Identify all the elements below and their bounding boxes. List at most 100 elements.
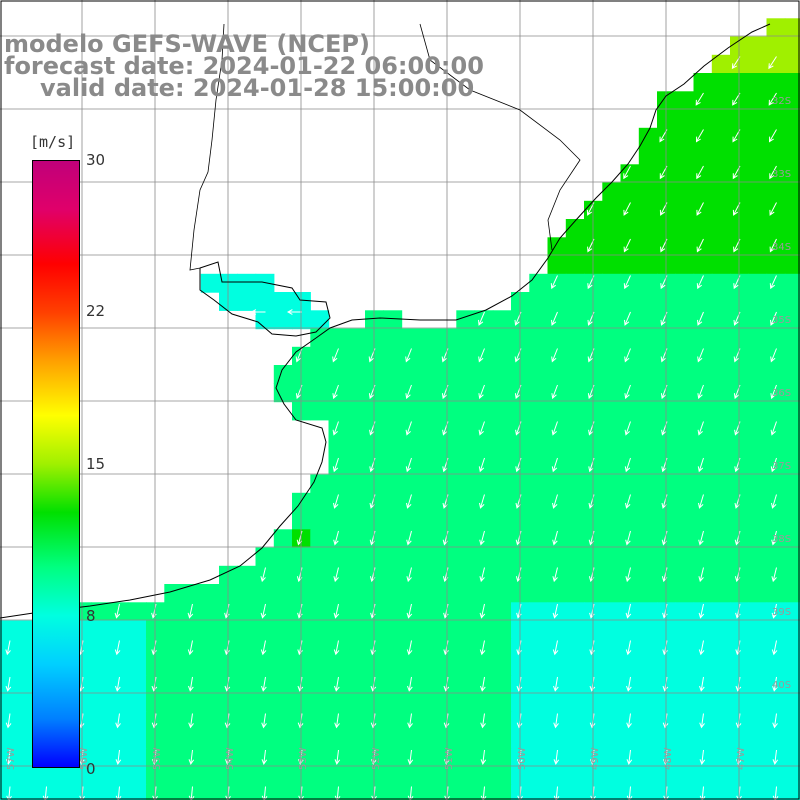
wind-speed-cell — [456, 675, 476, 695]
wind-speed-cell — [693, 511, 713, 530]
wind-speed-cell — [784, 73, 800, 92]
wind-speed-cell — [730, 511, 749, 530]
wind-speed-cell — [657, 292, 676, 311]
wind-speed-cell — [675, 748, 695, 768]
wind-speed-cell — [419, 784, 439, 800]
wind-speed-cell — [492, 511, 512, 530]
wind-speed-cell — [602, 693, 622, 713]
wind-speed-cell — [565, 730, 585, 749]
wind-speed-cell — [711, 109, 731, 129]
wind-speed-cell — [346, 438, 366, 457]
wind-speed-cell — [529, 273, 549, 293]
wind-arrow — [333, 640, 340, 656]
wind-speed-cell — [711, 748, 731, 768]
wind-speed-cell — [383, 675, 403, 695]
wind-speed-cell — [730, 638, 749, 658]
wind-speed-cell — [602, 784, 622, 800]
wind-speed-cell — [693, 328, 713, 348]
wind-speed-cell — [273, 310, 293, 330]
wind-speed-cell — [748, 73, 768, 92]
wind-speed-cell — [401, 511, 421, 530]
wind-speed-cell — [748, 200, 768, 220]
wind-arrow — [333, 603, 340, 619]
wind-speed-cell — [766, 730, 786, 749]
wind-speed-cell — [711, 365, 731, 384]
wind-speed-cell — [565, 401, 585, 421]
wind-speed-cell — [602, 383, 622, 403]
wind-speed-cell — [730, 474, 749, 494]
wind-speed-cell — [219, 711, 238, 731]
wind-arrow — [333, 567, 339, 583]
wind-speed-cell — [711, 766, 731, 786]
wind-speed-cell — [511, 766, 530, 786]
wind-arrow — [769, 202, 777, 216]
wind-speed-cell — [456, 383, 476, 403]
wind-speed-cell — [310, 401, 330, 421]
wind-arrow — [696, 165, 704, 180]
wind-speed-cell — [784, 273, 800, 293]
colorbar-tick-0: 0 — [86, 760, 96, 778]
wind-speed-cell — [584, 565, 603, 585]
wind-speed-cell — [456, 529, 476, 549]
wind-speed-cell — [91, 638, 111, 658]
wind-arrow — [768, 92, 777, 106]
wind-speed-cell — [328, 675, 348, 695]
wind-arrow — [405, 457, 412, 473]
wind-speed-cell — [602, 657, 622, 676]
wind-speed-cell — [584, 602, 603, 622]
wind-speed-cell — [164, 584, 184, 603]
wind-speed-cell — [292, 620, 311, 640]
longitude-label: 55W — [152, 747, 163, 770]
wind-arrow — [5, 676, 12, 692]
wind-speed-cell — [675, 419, 695, 439]
wind-speed-cell — [419, 675, 439, 695]
latitude-label: 37S — [772, 461, 791, 472]
wind-speed-cell — [164, 730, 184, 749]
wind-speed-cell — [602, 200, 622, 220]
wind-speed-cell — [492, 784, 512, 800]
wind-speed-cell — [784, 730, 800, 749]
wind-speed-cell — [273, 711, 293, 731]
wind-speed-cell — [346, 474, 366, 494]
wind-speed-cell — [456, 766, 476, 786]
wind-arrow — [407, 676, 413, 692]
wind-speed-cell — [419, 474, 439, 494]
wind-speed-cell — [784, 419, 800, 439]
wind-speed-cell — [748, 474, 768, 494]
wind-speed-cell — [310, 492, 330, 512]
wind-speed-cell — [474, 638, 494, 658]
wind-speed-cell — [365, 529, 384, 549]
wind-speed-cell — [547, 638, 567, 658]
wind-speed-cell — [456, 511, 476, 530]
wind-speed-cell — [730, 328, 749, 348]
wind-speed-cell — [456, 438, 476, 457]
wind-speed-cell — [565, 292, 585, 311]
wind-arrow — [698, 530, 704, 546]
wind-speed-cell — [584, 584, 603, 603]
wind-speed-cell — [292, 310, 311, 330]
coastline — [0, 23, 771, 619]
wind-speed-cell — [182, 766, 202, 786]
wind-speed-cell — [292, 565, 311, 585]
wind-arrow — [406, 640, 413, 656]
wind-speed-cell — [547, 529, 567, 549]
wind-speed-cell — [310, 328, 330, 348]
wind-speed-cell — [383, 456, 403, 476]
wind-speed-cell — [200, 584, 220, 603]
wind-speed-cell — [565, 255, 585, 275]
wind-speed-cell — [438, 693, 457, 713]
wind-speed-cell — [529, 620, 549, 640]
wind-speed-cell — [675, 146, 695, 165]
wind-speed-cell — [182, 602, 202, 622]
wind-speed-cell — [638, 456, 658, 476]
wind-speed-cell — [675, 109, 695, 129]
wind-arrow — [261, 786, 268, 800]
wind-arrow — [771, 603, 778, 619]
wind-arrow — [770, 311, 777, 326]
wind-speed-cell — [419, 328, 439, 348]
wind-arrow — [5, 713, 12, 729]
wind-arrow — [5, 640, 11, 656]
wind-speed-cell — [401, 328, 421, 348]
wind-speed-cell — [383, 474, 403, 494]
wind-speed-cell — [730, 401, 749, 421]
